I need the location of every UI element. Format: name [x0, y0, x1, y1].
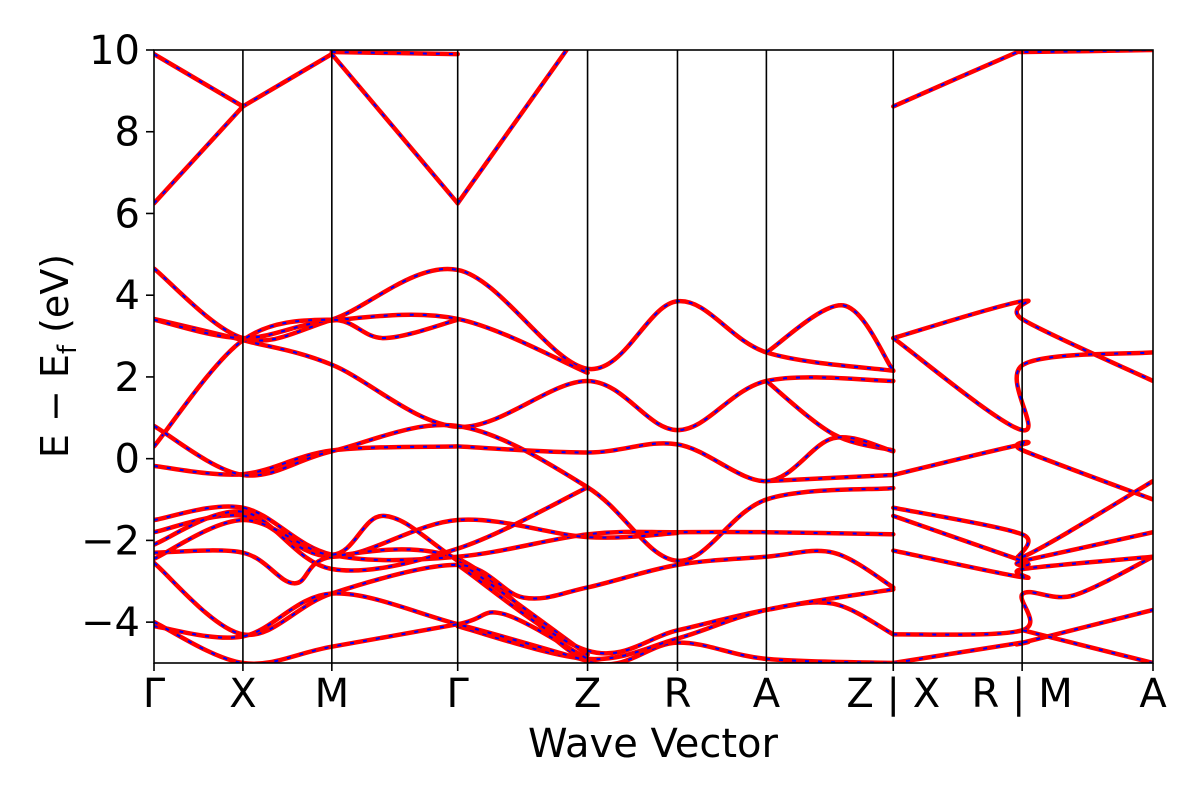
x-tick-label-9: A	[1139, 671, 1167, 717]
band-line-overlay-35	[892, 50, 1153, 108]
band-line-overlay-29	[893, 480, 1153, 560]
y-tick-label-2: 6	[115, 191, 140, 237]
band-line-overlay-11	[765, 304, 895, 372]
y-tick-label-5: 0	[115, 437, 140, 483]
band-line-overlay-8	[154, 317, 894, 432]
band-line-overlay-30	[892, 514, 1153, 567]
x-tick-label-2: M	[315, 671, 350, 717]
band-line-6	[329, 50, 460, 57]
y-axis-label-main: E − E	[33, 354, 77, 458]
y-tick-label-4: 2	[115, 355, 140, 401]
x-tick-label-3: Γ	[447, 671, 470, 717]
y-tick-label-3: 4	[115, 273, 140, 319]
y-tick-label-0: 10	[89, 28, 140, 74]
band-line-overlay-0	[154, 445, 458, 476]
y-tick-label-1: 8	[115, 110, 140, 156]
bands-layer	[154, 50, 1153, 663]
y-axis-label-unit: (eV)	[33, 254, 77, 345]
x-tick-label-0: Γ	[143, 671, 166, 717]
band-line-overlay-1	[154, 105, 244, 204]
band-line-overlay-24	[154, 592, 588, 662]
band-line-overlay-3	[331, 53, 459, 204]
band-line-5	[154, 51, 246, 109]
band-line-overlay-9	[154, 313, 588, 374]
y-tick-label-7: −4	[81, 600, 140, 646]
x-tick-label-7: Z | X	[846, 671, 940, 717]
plot-frame	[153, 49, 1154, 664]
band-line-25	[154, 610, 590, 663]
band-line-overlay-15	[766, 474, 894, 483]
band-line-overlay-16	[154, 505, 894, 562]
band-line-2	[240, 51, 335, 109]
x-tick-label-4: Z	[574, 671, 601, 717]
band-line-overlay-4	[456, 50, 568, 204]
x-tick-label-8: R | M	[972, 671, 1073, 717]
x-tick-label-5: R	[664, 671, 692, 717]
x-ticks: Γ X M Γ Z R A Z | X R | M A	[143, 663, 1167, 717]
band-line-overlay-34	[1022, 629, 1153, 663]
band-line-20	[154, 513, 590, 658]
y-axis-label: E − Ef (eV)	[33, 254, 83, 458]
y-axis-label-subscript: f	[53, 344, 83, 354]
y-ticks: 10 8 6 4 2 0 −2 −4	[81, 28, 154, 646]
band-line-overlay-21	[154, 549, 894, 636]
band-line-22	[455, 562, 896, 656]
band-line-27	[891, 335, 1153, 433]
y-tick-label-6: −2	[81, 518, 140, 564]
high-symmetry-lines	[242, 50, 1023, 663]
band-line-overlay-13	[154, 424, 894, 562]
band-line-18	[154, 485, 590, 573]
x-tick-label-6: A	[753, 671, 781, 717]
band-line-overlay-10	[154, 318, 458, 448]
band-line-14	[455, 435, 896, 484]
x-tick-label-1: X	[229, 671, 256, 717]
band-line-overlay-7	[154, 267, 894, 372]
x-axis-label: Wave Vector	[528, 721, 779, 767]
band-line-overlay-17	[154, 514, 678, 558]
